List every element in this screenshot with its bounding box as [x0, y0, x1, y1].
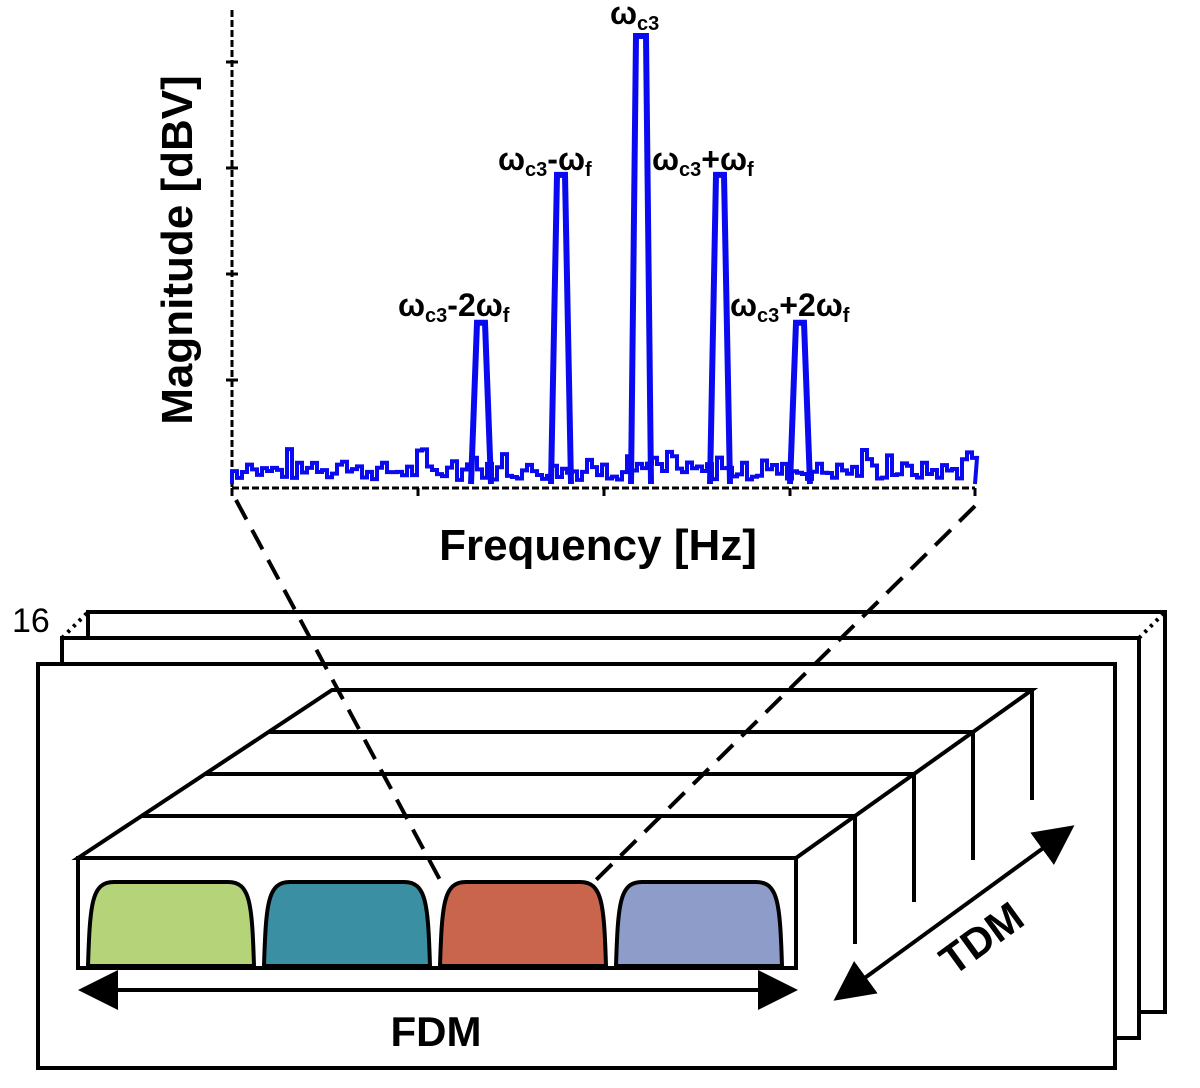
spectrum-plot: Magnitude [dBV] Frequency [Hz] ωc3-2ωf ω…: [153, 0, 980, 570]
peak-label-plus2: ωc3+2ωf: [730, 287, 850, 327]
noise-floor: [230, 447, 980, 485]
peak-label-minus2: ωc3-2ωf: [398, 287, 510, 327]
fdm-channels: [85, 880, 785, 968]
channel-filter-2: [261, 880, 433, 968]
spectral-peak: [548, 171, 574, 485]
spectral-peak: [628, 33, 654, 485]
spectrum-trace: [230, 33, 980, 485]
y-axis-label: Magnitude [dBV]: [153, 75, 202, 425]
spectral-peak: [468, 319, 494, 485]
channel-filter-3: [437, 880, 609, 968]
channel-filter-4: [613, 880, 785, 968]
projection-lines: [234, 499, 977, 882]
spectral-peak: [787, 319, 813, 485]
x-ticks: [230, 488, 977, 496]
peak-label-center: ωc3: [610, 0, 659, 35]
stack-dots-right: [1137, 610, 1167, 640]
fdm-label: FDM: [391, 1008, 482, 1055]
peak-label-plus1: ωc3+ωf: [652, 141, 754, 181]
projection-left: [234, 499, 442, 881]
y-ticks: [226, 60, 238, 382]
frame-count-label: 16: [12, 602, 50, 640]
spectral-peak: [707, 171, 733, 485]
tdm-arrow: [833, 825, 1075, 1001]
stack-dots-left: [60, 610, 90, 640]
x-axis-label: Frequency [Hz]: [439, 521, 757, 570]
channel-filter-1: [85, 880, 257, 968]
projection-right: [594, 504, 977, 882]
peak-label-minus1: ωc3-ωf: [498, 141, 592, 181]
